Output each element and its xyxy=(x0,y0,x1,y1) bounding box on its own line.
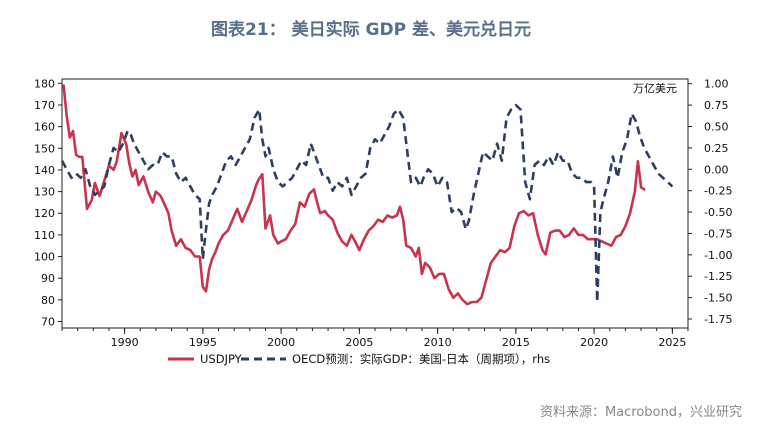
right-tick-label: -0.75 xyxy=(704,227,732,240)
series-line-oecd-gdp-gap xyxy=(60,103,674,304)
series-line-usdjpy xyxy=(62,84,646,306)
chart-title: 图表21： 美日实际 GDP 差、美元兑日元 xyxy=(211,19,531,40)
right-tick-label: -0.50 xyxy=(704,206,732,219)
left-tick-label: 180 xyxy=(34,77,55,90)
left-tick-label: 90 xyxy=(41,272,55,285)
left-tick-label: 170 xyxy=(34,99,55,112)
x-tick-label: 2025 xyxy=(658,336,686,349)
right-axis-unit: 万亿美元 xyxy=(633,82,677,95)
right-tick-label: -1.50 xyxy=(704,292,732,305)
right-tick-label: 1.00 xyxy=(704,78,729,91)
right-y-axis: 1.00 0.75 0.50 0.25 0.00 -0.25 -0.50 -0.75 -1.00… xyxy=(688,78,732,326)
left-tick-label: 150 xyxy=(34,142,55,155)
right-tick-label: -0.25 xyxy=(704,185,732,198)
x-tick-label: 2020 xyxy=(580,336,608,349)
right-tick-label: 0.75 xyxy=(704,99,729,112)
legend-label-oecd: OECD预测：实际GDP：美国-日本（周期项），rhs xyxy=(292,352,550,366)
x-tick-label: 2015 xyxy=(502,336,530,349)
left-y-axis: 70 80 90 100 110 120 130 140 150 160 170 180 xyxy=(34,77,62,329)
x-tick-label: 1995 xyxy=(189,336,217,349)
right-tick-label: 0.25 xyxy=(704,142,729,155)
left-tick-label: 100 xyxy=(34,251,55,264)
x-tick-label: 2000 xyxy=(267,336,295,349)
right-tick-label: -1.00 xyxy=(704,249,732,262)
left-tick-label: 110 xyxy=(34,229,55,242)
left-tick-label: 130 xyxy=(34,186,55,199)
left-tick-label: 140 xyxy=(34,164,55,177)
x-axis: 1990 1995 2000 2005 2010 2015 2020 2025 xyxy=(61,328,689,349)
source-note: 资料来源：Macrobond，兴业研究 xyxy=(540,405,742,420)
x-tick-label: 1990 xyxy=(111,336,139,349)
right-tick-label: 0.00 xyxy=(704,163,729,176)
x-tick-label: 2005 xyxy=(345,336,373,349)
legend: USDJPY OECD预测：实际GDP：美国-日本（周期项），rhs xyxy=(168,352,550,366)
legend-label-usdjpy: USDJPY xyxy=(200,352,243,366)
right-tick-label: 0.50 xyxy=(704,120,729,133)
right-tick-label: -1.25 xyxy=(704,270,732,283)
series-layer xyxy=(60,84,674,306)
left-tick-label: 120 xyxy=(34,207,55,220)
left-tick-label: 160 xyxy=(34,121,55,134)
left-tick-label: 70 xyxy=(41,316,55,329)
x-tick-label: 2010 xyxy=(424,336,452,349)
left-tick-label: 80 xyxy=(41,294,55,307)
right-tick-label: -1.75 xyxy=(704,313,732,326)
